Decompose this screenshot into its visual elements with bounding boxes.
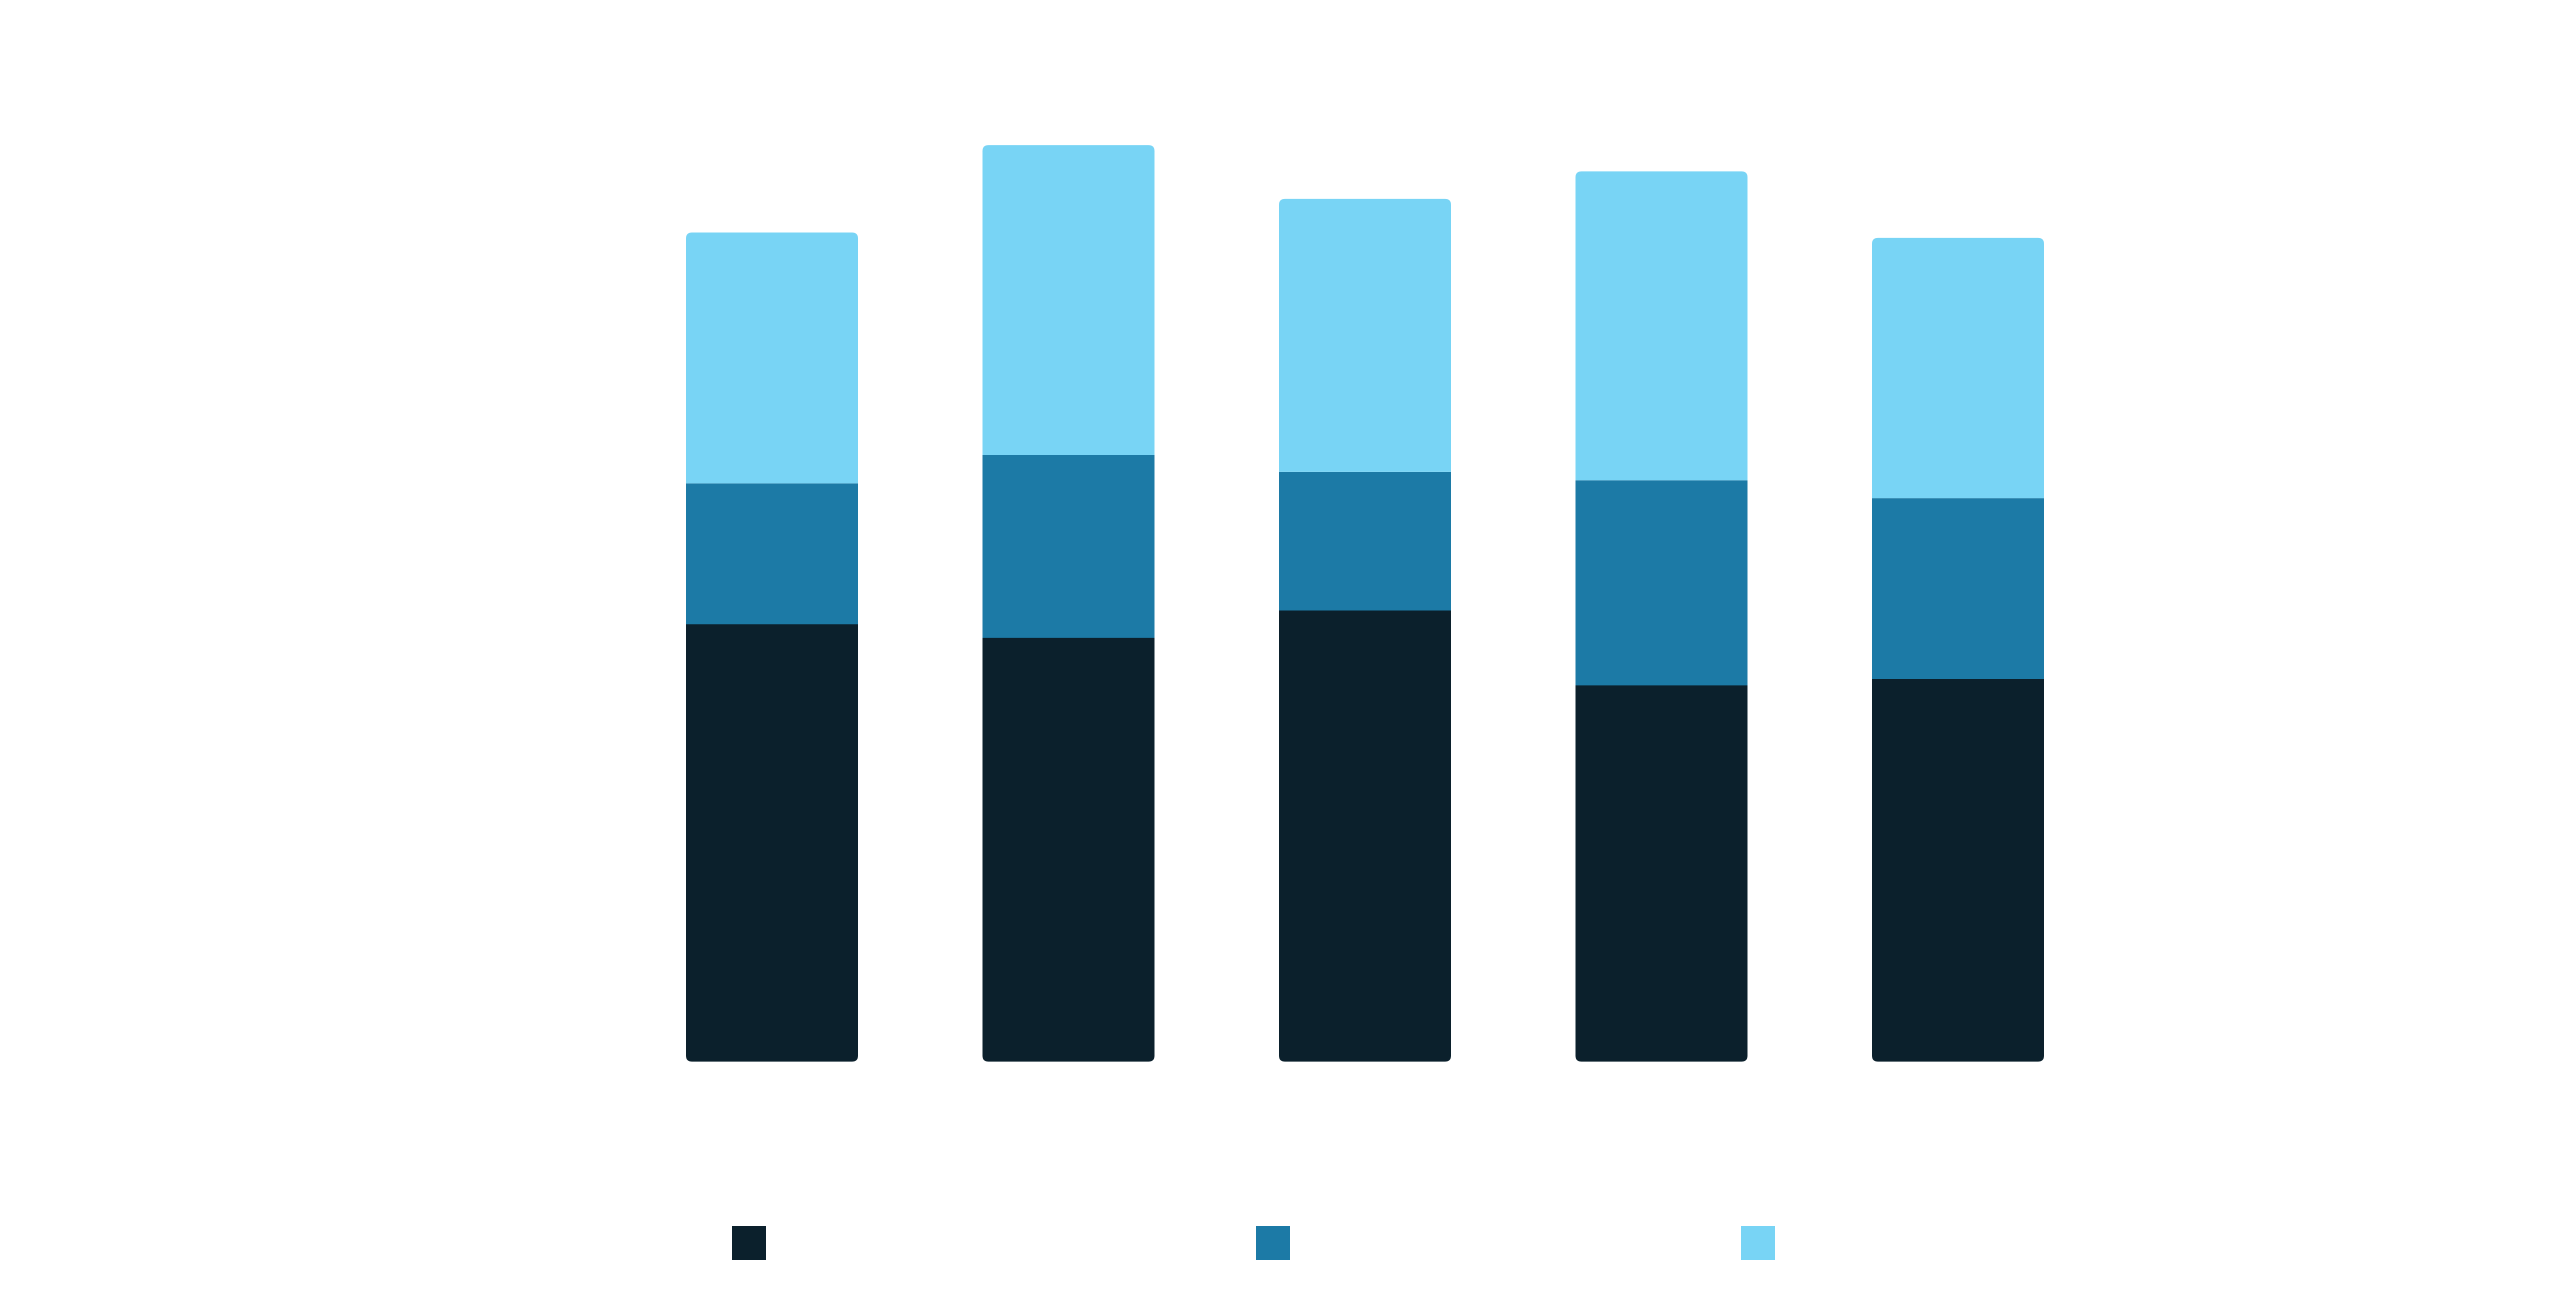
bar-segment-4-series-2: [1575, 480, 1748, 686]
bar-segment-1-series-1: [686, 623, 858, 1062]
bar-segment-5-series-2: [1872, 498, 2044, 679]
legend-swatch-2: [1256, 1226, 1290, 1260]
bar-segment-3-series-3: [1279, 198, 1451, 472]
legend-item-2: [1256, 1226, 1290, 1260]
bar-segment-2-series-1: [982, 637, 1155, 1062]
legend-swatch-1: [732, 1226, 766, 1260]
bars-layer: [686, 145, 2044, 1062]
legend-item-1: [732, 1226, 766, 1260]
bar-segment-3-series-2: [1279, 471, 1451, 611]
bar-segment-3-series-1: [1279, 609, 1451, 1062]
bar-segment-4-series-3: [1575, 171, 1748, 481]
bar-stack-3: [1279, 198, 1451, 1062]
bar-segment-2-series-3: [982, 145, 1155, 455]
bar-segment-4-series-1: [1575, 684, 1748, 1062]
bar-segment-2-series-2: [982, 454, 1155, 638]
bar-segment-1-series-3: [686, 232, 858, 484]
bar-stack-1: [686, 232, 858, 1062]
legend: [732, 1226, 1775, 1260]
bar-stack-4: [1575, 171, 1748, 1062]
legend-swatch-3: [1741, 1226, 1775, 1260]
bar-stack-2: [982, 145, 1155, 1062]
bar-segment-1-series-2: [686, 483, 858, 625]
bar-segment-5-series-1: [1872, 678, 2044, 1062]
bar-segment-5-series-3: [1872, 237, 2044, 499]
legend-item-3: [1741, 1226, 1775, 1260]
bar-stack-5: [1872, 237, 2044, 1062]
